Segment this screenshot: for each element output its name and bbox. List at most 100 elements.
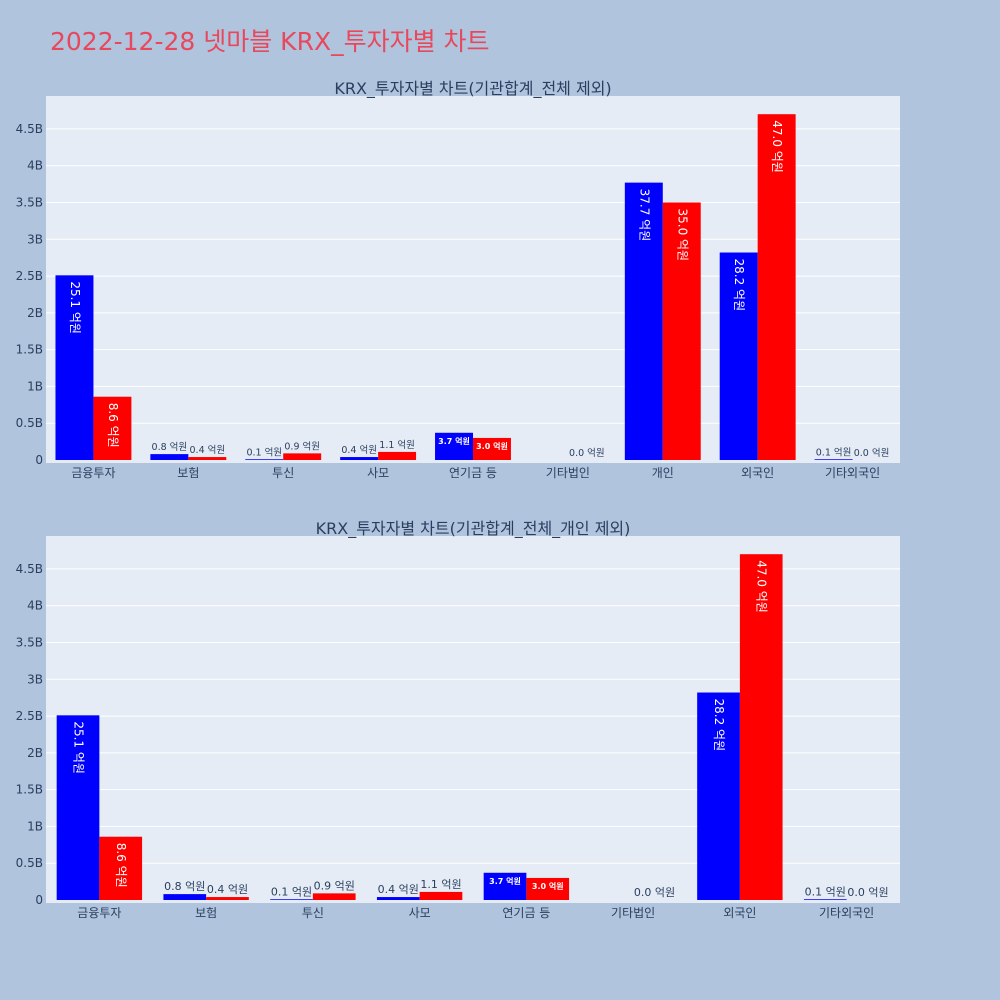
chart-title: KRX_투자자별 차트(기관합계_전체 제외): [334, 79, 611, 99]
x-tick-label: 투신: [302, 906, 324, 920]
data-label: 35.0 억원: [675, 208, 689, 261]
bar: [188, 457, 227, 460]
x-tick-label: 기타법인: [546, 466, 590, 480]
bar: [473, 437, 511, 460]
y-tick-label: 3.5B: [16, 195, 43, 209]
bar: [206, 897, 249, 900]
data-label: 8.6 억원: [106, 403, 120, 448]
bar: [662, 202, 701, 460]
data-label: 0.8 억원: [152, 441, 188, 453]
bar: [624, 182, 663, 460]
y-tick-label: 4B: [27, 159, 43, 173]
x-tick-label: 기타외국인: [825, 466, 880, 480]
y-tick-label: 2.5B: [16, 709, 43, 723]
data-label: 3.0 억원: [476, 441, 508, 451]
x-tick-label: 보험: [195, 906, 217, 920]
y-tick-label: 2.5B: [16, 269, 43, 283]
y-tick-label: 2B: [27, 306, 43, 320]
y-tick-label: 4.5B: [16, 562, 43, 576]
x-tick-label: 사모: [409, 906, 431, 920]
y-tick-label: 0: [35, 893, 43, 907]
x-tick-label: 연기금 등: [449, 466, 497, 480]
data-label: 3.7 억원: [438, 436, 470, 446]
bar: [757, 114, 796, 460]
y-tick-label: 3B: [27, 232, 43, 246]
data-label: 25.1 억원: [72, 721, 86, 774]
data-label: 0.0 억원: [634, 886, 675, 899]
data-label: 28.2 억원: [732, 259, 746, 312]
bar: [739, 554, 783, 900]
bar: [99, 836, 143, 900]
x-tick-label: 개인: [652, 466, 674, 480]
data-label: 28.2 억원: [712, 699, 726, 752]
data-label: 0.9 억원: [314, 879, 355, 892]
data-label: 0.4 억원: [378, 883, 419, 896]
x-tick-label: 외국인: [741, 466, 774, 480]
x-tick-label: 금융투자: [71, 466, 115, 480]
data-label: 0.0 억원: [847, 886, 888, 899]
bar: [150, 454, 189, 460]
data-label: 3.7 억원: [489, 876, 521, 886]
bar: [803, 899, 847, 900]
data-label: 1.1 억원: [379, 439, 415, 451]
bar: [312, 893, 356, 900]
x-tick-label: 보험: [177, 466, 199, 480]
data-label: 0.1 억원: [805, 885, 846, 898]
data-label: 3.0 억원: [532, 881, 564, 891]
data-label: 8.6 억원: [114, 843, 128, 888]
bar: [814, 459, 853, 460]
y-tick-label: 1B: [27, 379, 43, 393]
y-tick-label: 0.5B: [16, 856, 43, 870]
x-tick-label: 기타법인: [611, 906, 655, 920]
bar: [483, 872, 527, 900]
y-tick-label: 3.5B: [16, 635, 43, 649]
data-label: 0.0 억원: [569, 447, 605, 459]
data-label: 0.0 억원: [854, 447, 890, 459]
data-label: 47.0 억원: [755, 560, 769, 613]
data-label: 25.1 억원: [68, 281, 82, 334]
bar: [245, 459, 284, 460]
x-tick-label: 금융투자: [77, 906, 121, 920]
y-tick-label: 1.5B: [16, 343, 43, 357]
bar: [56, 715, 100, 900]
y-tick-label: 1.5B: [16, 783, 43, 797]
data-label: 1.1 억원: [420, 878, 461, 891]
chart-1: 0 0.5B 1B 1.5B 2B 2.5B 3B 3.5B 4B 4.5B KRX_투자자별 차트…: [16, 79, 900, 480]
page-title: 2022-12-28 넷마블 KRX_투자자별 차트: [50, 27, 490, 56]
bar: [697, 692, 740, 900]
y-tick-label: 4.5B: [16, 122, 43, 136]
bar: [163, 894, 207, 900]
bar: [55, 275, 94, 460]
data-label: 0.1 억원: [246, 446, 282, 458]
bar: [378, 451, 417, 460]
data-label: 37.7 억원: [637, 189, 651, 242]
data-label: 0.4 억원: [190, 444, 226, 456]
bar: [283, 453, 322, 460]
y-tick-label: 0.5B: [16, 416, 43, 430]
data-label: 0.4 억원: [207, 883, 248, 896]
x-tick-label: 외국인: [723, 906, 756, 920]
y-tick-label: 3B: [27, 672, 43, 686]
bar: [719, 252, 758, 460]
bar: [376, 897, 420, 900]
chart-title: KRX_투자자별 차트(기관합계_전체_개인 제외): [316, 519, 631, 539]
chart-2: 0 0.5B 1B 1.5B 2B 2.5B 3B 3.5B 4B 4.5B KRX_투자자별 차트…: [16, 519, 900, 920]
data-label: 0.1 억원: [816, 446, 852, 458]
data-label: 0.1 억원: [271, 885, 312, 898]
bar: [526, 877, 570, 900]
bar: [270, 899, 313, 900]
y-tick-label: 0: [35, 453, 43, 467]
bar: [435, 432, 473, 460]
bar: [340, 457, 379, 460]
y-tick-label: 4B: [27, 599, 43, 613]
x-tick-label: 투신: [272, 466, 294, 480]
x-tick-label: 연기금 등: [502, 906, 550, 920]
data-label: 0.9 억원: [284, 440, 320, 452]
data-label: 0.8 억원: [164, 880, 205, 893]
data-label: 47.0 억원: [770, 120, 784, 173]
bar: [93, 396, 132, 460]
y-tick-label: 1B: [27, 819, 43, 833]
x-tick-label: 사모: [367, 466, 389, 480]
y-tick-label: 2B: [27, 746, 43, 760]
